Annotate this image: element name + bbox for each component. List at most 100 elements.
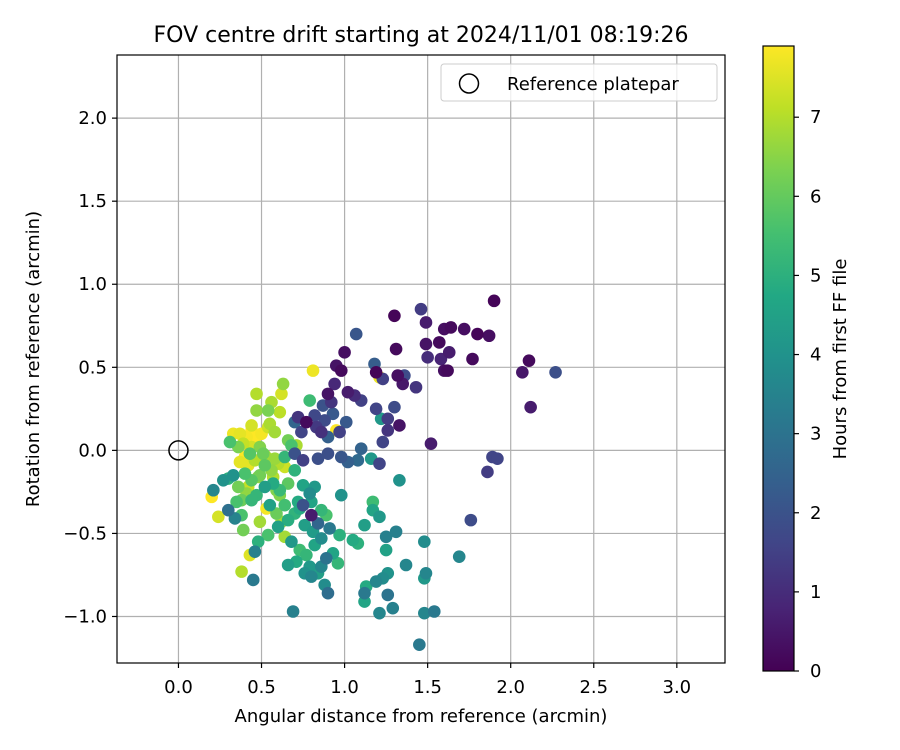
data-point <box>373 606 386 620</box>
data-point <box>245 419 258 432</box>
data-point <box>321 387 335 401</box>
x-tick-label: 0.5 <box>247 677 276 698</box>
data-point <box>379 530 393 544</box>
data-point <box>444 321 458 334</box>
y-tick-label: −0.5 <box>63 523 107 544</box>
x-tick-label: 2.5 <box>579 677 608 698</box>
colorbar-ticks: 0 1 2 3 4 5 6 7 <box>794 107 821 682</box>
y-axis-label: Rotation from reference (arcmin) <box>23 211 44 507</box>
data-point <box>452 550 466 563</box>
data-point <box>334 364 348 377</box>
y-tick-label: 0.5 <box>78 357 107 378</box>
data-point <box>413 638 426 652</box>
data-point <box>303 394 316 407</box>
x-axis-label: Angular distance from reference (arcmin) <box>235 706 608 727</box>
colorbar-tick-label: 3 <box>810 424 821 445</box>
y-tick-label: 2.0 <box>78 108 107 129</box>
data-point <box>251 535 265 549</box>
data-point <box>217 473 230 487</box>
data-point <box>393 473 406 487</box>
data-point <box>333 425 346 439</box>
data-point <box>341 385 355 399</box>
data-point <box>305 570 318 583</box>
data-point <box>258 480 272 494</box>
data-point <box>338 346 351 359</box>
data-point <box>288 464 302 477</box>
data-point <box>323 522 336 535</box>
data-point <box>549 365 562 379</box>
data-point <box>441 364 454 377</box>
grid-lines <box>117 55 725 663</box>
data-point <box>268 452 282 465</box>
data-point <box>369 402 383 416</box>
y-tick-label: −1.0 <box>63 606 107 627</box>
data-point <box>487 294 501 308</box>
colorbar: 0 1 2 3 4 5 6 7 Hours from first FF file <box>762 45 851 682</box>
data-point <box>516 365 529 379</box>
data-point <box>278 450 292 464</box>
y-tick-label: 0.0 <box>78 440 107 461</box>
data-point <box>388 309 401 323</box>
data-point <box>285 535 298 549</box>
data-point <box>339 415 353 429</box>
data-point <box>369 575 383 588</box>
data-point <box>386 601 400 615</box>
data-point <box>253 515 267 529</box>
data-point <box>303 487 316 500</box>
data-point <box>300 415 313 429</box>
y-tick-label: 1.5 <box>78 191 107 212</box>
data-point <box>286 605 300 618</box>
data-point <box>393 419 406 432</box>
data-point <box>276 377 290 391</box>
data-point <box>334 488 348 502</box>
data-point <box>226 468 240 482</box>
colorbar-tick-label: 6 <box>810 186 821 207</box>
data-point <box>381 412 395 426</box>
data-point <box>296 498 310 512</box>
data-point <box>346 533 360 547</box>
data-point <box>275 387 288 401</box>
data-point <box>373 457 386 470</box>
data-point <box>306 364 320 377</box>
x-tick-label: 2.0 <box>496 677 525 698</box>
data-point <box>358 518 371 532</box>
data-point <box>358 586 371 600</box>
data-point <box>281 558 295 572</box>
data-point <box>409 380 423 394</box>
data-point <box>271 520 285 534</box>
colorbar-tick-label: 7 <box>810 107 821 128</box>
data-point <box>248 545 262 558</box>
colorbar-gradient <box>762 45 795 672</box>
data-point <box>258 459 272 472</box>
data-point <box>235 565 248 578</box>
data-point <box>315 503 328 517</box>
data-point <box>471 327 484 341</box>
data-point <box>524 400 537 414</box>
data-point <box>464 513 478 527</box>
x-tick-label: 0.0 <box>164 677 193 698</box>
data-point <box>399 558 413 572</box>
x-tick-label: 1.5 <box>413 677 442 698</box>
x-tick-label: 1.0 <box>330 677 359 698</box>
data-point <box>466 352 479 366</box>
data-point <box>300 548 313 562</box>
legend-label: Reference platepar <box>507 74 679 95</box>
data-point <box>246 573 260 587</box>
data-points <box>205 294 562 652</box>
data-point <box>231 480 245 494</box>
data-point <box>261 404 275 417</box>
data-point <box>481 465 494 479</box>
colorbar-tick-label: 4 <box>810 345 821 366</box>
data-point <box>388 400 401 414</box>
data-point <box>419 566 433 580</box>
data-point <box>315 425 328 439</box>
data-point <box>212 510 225 524</box>
data-point <box>381 588 395 602</box>
colorbar-tick-label: 5 <box>810 265 821 286</box>
x-axis-ticks: 0.0 0.5 1.0 1.5 2.0 2.5 3.0 <box>164 663 691 698</box>
data-point <box>233 427 247 441</box>
data-point <box>281 513 295 527</box>
data-point <box>238 467 252 480</box>
data-point <box>334 450 348 464</box>
